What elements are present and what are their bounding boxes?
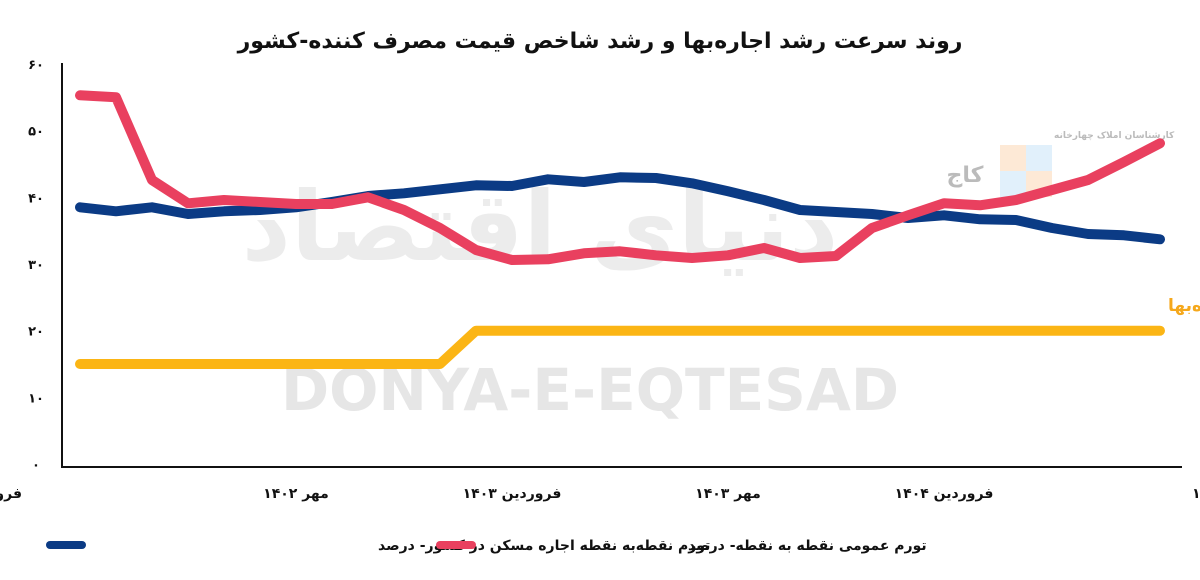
x-tick-label: فروردین ۱۴۰۴ [895,486,994,502]
legend-swatch [46,541,86,549]
legend-item-rent-inflation: تورم نقطه‌به نقطه اجاره مسکن در کشور- در… [46,538,710,554]
legend-item-general-inflation: تورم عمومی نقطه به نقطه- درصد [436,538,927,554]
x-tick-label: فروردین ۱۴۰۳ [463,486,562,502]
legend-label: تورم نقطه‌به نقطه اجاره مسکن در کشور- در… [378,538,710,554]
x-tick-label: فروردین ۱۴۰۲ [0,486,22,502]
x-tick-label: مهر ۱۴۰۲ [263,486,329,502]
y-tick-label: ۴۰ [28,191,44,206]
y-tick-label: ۶۰ [28,58,44,73]
series-label-government-rate: نرخ دولتی (مجاز) رشد اجاره‌بها [1168,296,1200,316]
x-tick-labels: فروردین ۱۴۰۲ مهر ۱۴۰۲ فروردین ۱۴۰۳ مهر ۱۴۰۳… [0,486,1200,502]
y-tick-labels: ۰ ۱۰ ۲۰ ۳۰ ۴۰ ۵۰ ۶۰ [28,58,44,473]
x-tick-label: مهر ۱۴۰۴ [1192,486,1200,502]
legend-swatch [436,541,476,549]
x-tick-label: مهر ۱۴۰۳ [695,486,761,502]
legend: تورم نقطه‌به نقطه اجاره مسکن در کشور- در… [46,538,927,554]
watermark: دنیای اقتصاد DONYA-E-EQTESAD کارشناسان ا… [242,131,1175,424]
legend-label: تورم عمومی نقطه به نقطه- درصد [688,538,927,554]
chart-title: روند سرعت رشد اجاره‌بها و رشد شاخص قیمت … [237,29,963,54]
y-tick-label: ۰ [32,458,40,473]
logo-mark: کاج [947,163,984,188]
y-tick-label: ۳۰ [28,258,44,273]
logo-caption: کارشناسان املاک چهارخانه [1054,131,1175,141]
series-lines [75,90,1165,369]
watermark-persian: دنیای اقتصاد [242,171,839,283]
y-tick-label: ۵۰ [28,125,44,140]
y-tick-label: ۲۰ [28,325,44,340]
y-tick-label: ۱۰ [28,391,44,406]
